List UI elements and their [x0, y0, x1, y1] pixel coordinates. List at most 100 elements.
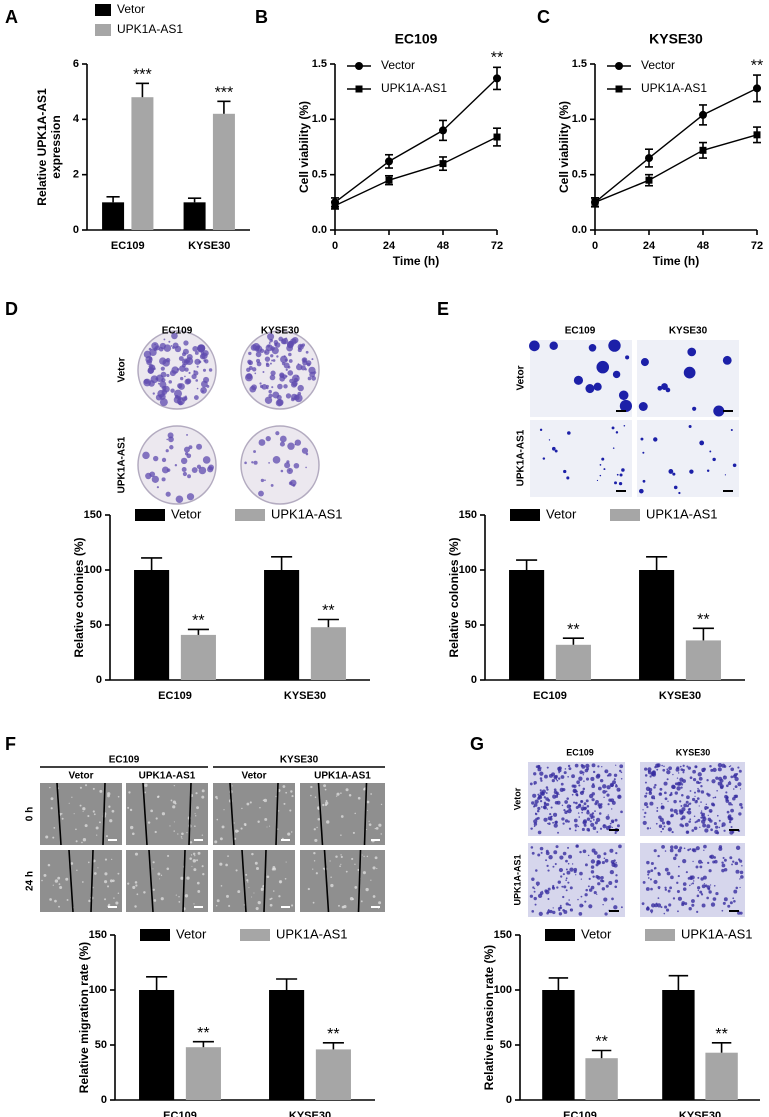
image-speck — [735, 869, 740, 874]
image-speck — [623, 424, 626, 427]
image-speck — [561, 885, 564, 888]
image — [40, 850, 122, 912]
image-speck — [537, 764, 541, 768]
image-speck — [173, 821, 175, 823]
image-speck — [567, 431, 571, 435]
image-speck — [690, 883, 693, 885]
image-speck — [241, 807, 243, 810]
image-speck — [128, 791, 131, 794]
image-speck — [646, 805, 649, 809]
image-speck — [728, 820, 732, 824]
image-speck — [592, 875, 595, 878]
image-speck — [601, 860, 605, 865]
image-speck — [602, 789, 607, 794]
image-speck — [180, 876, 184, 880]
image-speck — [537, 806, 541, 811]
image-speck — [533, 783, 536, 785]
image-speck — [612, 447, 615, 449]
image-speck — [647, 873, 650, 876]
image-speck — [602, 784, 607, 789]
image-speck — [702, 816, 707, 821]
image-speck — [734, 861, 739, 866]
image-speck — [115, 901, 119, 905]
image-speck — [195, 379, 199, 382]
image-speck — [656, 807, 659, 809]
image-speck — [700, 810, 703, 812]
image-speck — [87, 814, 90, 818]
image-speck — [598, 812, 602, 815]
image-speck — [545, 792, 548, 794]
image-speck — [729, 780, 731, 783]
image-speck — [596, 360, 610, 374]
image-speck — [539, 800, 543, 803]
image-speck — [340, 815, 344, 818]
image-speck — [732, 897, 735, 900]
image-speck — [706, 824, 711, 829]
image-speck — [717, 762, 723, 768]
image-speck — [546, 766, 549, 769]
image-speck — [362, 871, 366, 875]
image-speck — [712, 457, 716, 462]
image-speck — [586, 767, 589, 771]
image-speck — [79, 786, 82, 789]
image-speck — [66, 899, 69, 901]
image-speck — [370, 879, 372, 881]
image-speck — [531, 910, 535, 913]
image-speck — [288, 359, 293, 363]
image-speck — [596, 893, 598, 895]
image-speck — [290, 790, 293, 793]
image-speck — [191, 467, 198, 474]
image-speck — [189, 857, 192, 860]
image-speck — [184, 894, 189, 898]
image-speck — [613, 859, 616, 862]
image-speck — [677, 875, 680, 878]
image-speck — [237, 890, 241, 894]
image-speck — [713, 822, 717, 826]
image-speck — [646, 827, 650, 830]
significance-label: ** — [491, 50, 503, 67]
image-speck — [543, 796, 546, 799]
image-speck — [562, 908, 565, 912]
significance-label: ** — [751, 57, 763, 74]
image-speck — [578, 912, 583, 916]
image-speck — [642, 809, 644, 811]
image-speck — [683, 803, 688, 808]
image-speck — [325, 799, 328, 802]
image-speck — [96, 834, 98, 836]
significance-label: ** — [192, 613, 204, 630]
image-speck — [687, 848, 690, 852]
image-speck — [143, 891, 146, 894]
y-tick-label: 0.5 — [312, 169, 327, 181]
image-speck — [620, 810, 623, 814]
image-speck — [258, 439, 266, 446]
image-speck — [529, 340, 540, 352]
image-speck — [264, 817, 268, 821]
image-speck — [676, 881, 679, 885]
image-speck — [87, 861, 90, 864]
image-speck — [283, 384, 288, 389]
legend-label: Vetor — [171, 506, 202, 521]
image-speck — [733, 900, 736, 903]
image-speck — [531, 877, 535, 881]
image-speck — [614, 831, 617, 835]
image-speck — [326, 820, 330, 824]
image-speck — [715, 825, 719, 829]
image-speck — [111, 858, 113, 860]
image-speck — [194, 351, 199, 355]
image-speck — [154, 345, 161, 351]
image-speck — [682, 764, 685, 767]
image-speck — [606, 793, 610, 797]
y-axis-label: Relative colonies (%) — [447, 537, 461, 657]
image-speck — [653, 879, 658, 885]
image-speck — [580, 792, 582, 794]
image-speck — [615, 861, 617, 864]
legend-swatch — [610, 509, 640, 521]
image-speck — [582, 790, 585, 793]
image-speck — [672, 472, 676, 476]
image-speck — [270, 897, 273, 900]
image-speck — [721, 861, 724, 864]
y-tick-label: 1.5 — [572, 58, 587, 70]
image-speck — [261, 889, 263, 891]
image-speck — [661, 844, 665, 849]
image-speck — [186, 876, 190, 880]
